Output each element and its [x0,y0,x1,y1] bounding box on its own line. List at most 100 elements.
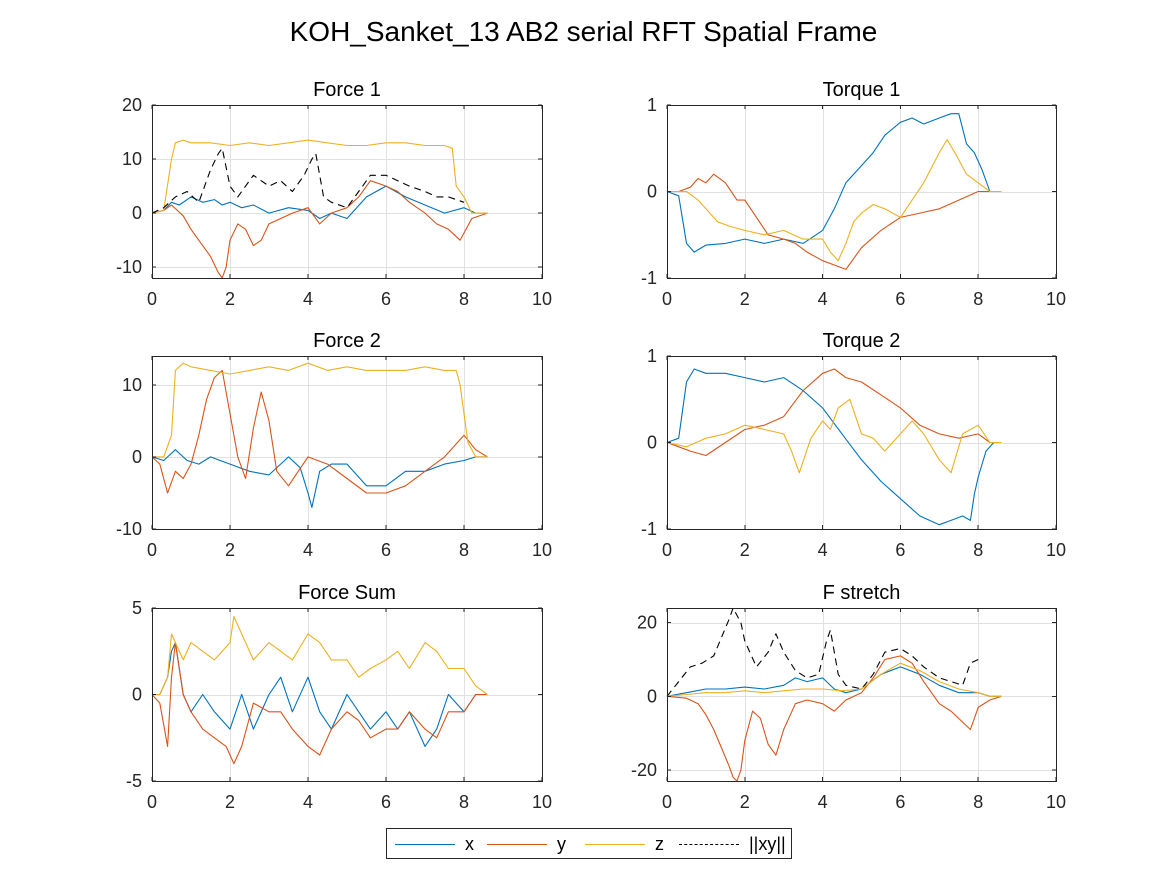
series-line-x [151,185,488,220]
axis-box [667,608,1057,782]
figure-title: KOH_Sanket_13 AB2 serial RFT Spatial Fra… [289,16,878,47]
x-tick-label: 2 [225,289,235,309]
legend-label-x: x [465,834,474,854]
x-tick-label: 4 [818,289,828,309]
legend-label-xy: ||xy|| [749,834,786,854]
x-tick-label: 6 [895,289,905,309]
subplot-title: Force 2 [313,330,381,352]
x-tick-label: 4 [303,289,313,309]
subplot-title: Torque 1 [823,79,901,101]
y-tick-label: 10 [122,149,142,169]
x-tick-label: 0 [662,289,672,309]
y-tick-label: 5 [132,598,142,618]
series-line-x [666,368,1002,526]
x-tick-label: 4 [303,540,313,560]
x-tick-label: 10 [1046,540,1066,560]
x-tick-label: 2 [740,540,750,560]
y-tick-label: 0 [647,686,657,706]
x-tick-label: 6 [381,289,391,309]
x-tick-label: 8 [459,289,469,309]
y-tick-label: 20 [122,95,142,115]
y-tick-label: -1 [641,519,657,539]
x-tick-label: 2 [225,540,235,560]
y-tick-label: 1 [647,346,657,366]
y-tick-label: 10 [122,375,142,395]
legend: x y z ||xy|| [386,828,792,859]
subplot-title: Force Sum [298,582,396,604]
x-tick-label: 6 [381,792,391,812]
x-tick-label: 2 [740,289,750,309]
subplot-title: Force 1 [313,79,381,101]
x-tick-label: 10 [1046,289,1066,309]
y-tick-label: -1 [641,268,657,288]
y-tick-label: -10 [116,257,142,277]
axis-box [152,105,543,279]
series-line-xy [666,607,979,697]
x-tick-label: 0 [662,792,672,812]
series-line-y [151,369,488,494]
series-line-z [667,139,1002,262]
x-tick-label: 2 [225,792,235,812]
axis-box [152,356,543,530]
x-tick-label: 10 [532,540,552,560]
y-tick-label: 1 [647,95,657,115]
x-tick-label: 8 [973,792,983,812]
x-tick-label: 0 [662,540,672,560]
x-tick-label: 0 [147,540,157,560]
legend-entry-y: y [487,829,566,860]
x-tick-label: 4 [818,792,828,812]
x-tick-label: 4 [818,540,828,560]
y-tick-label: 0 [132,203,142,223]
legend-label-y: y [557,834,566,854]
legend-entry-z: z [585,829,664,860]
x-tick-label: 0 [147,792,157,812]
series-line-y [666,368,1002,457]
x-tick-label: 8 [459,792,469,812]
series-line-z [666,398,1002,474]
x-tick-label: 6 [895,792,905,812]
legend-swatch-z [585,844,645,845]
x-tick-label: 2 [740,792,750,812]
series-line-x [152,642,488,747]
series-line-z [666,662,1002,697]
x-tick-label: 10 [532,289,552,309]
series-line-y [151,642,488,765]
series-line-x [666,666,1002,697]
subplot-title: Torque 2 [823,330,901,352]
y-tick-label: -10 [116,519,142,539]
x-tick-label: 0 [147,289,157,309]
y-tick-label: 0 [647,182,657,202]
legend-swatch-xy [679,844,739,845]
series-line-z [151,139,488,214]
series-line-z [152,362,488,458]
subplot-title: F stretch [823,582,901,604]
legend-entry-xy: ||xy|| [679,829,786,860]
y-tick-label: -20 [631,760,657,780]
y-tick-label: 0 [132,685,142,705]
series-line-x [151,449,488,508]
x-tick-label: 10 [1046,792,1066,812]
y-tick-label: 20 [637,613,657,633]
legend-swatch-y [487,844,547,845]
y-tick-label: 0 [132,447,142,467]
x-tick-label: 6 [895,540,905,560]
legend-swatch-x [395,844,455,845]
series-line-z [152,616,488,696]
x-tick-label: 8 [459,540,469,560]
series-line-y [666,655,1002,782]
x-tick-label: 6 [381,540,391,560]
x-tick-label: 4 [303,792,313,812]
series-line-y [667,173,1002,270]
x-tick-label: 8 [973,289,983,309]
y-tick-label: 0 [647,433,657,453]
legend-label-z: z [655,834,664,854]
x-tick-label: 10 [532,792,552,812]
x-tick-label: 8 [973,540,983,560]
